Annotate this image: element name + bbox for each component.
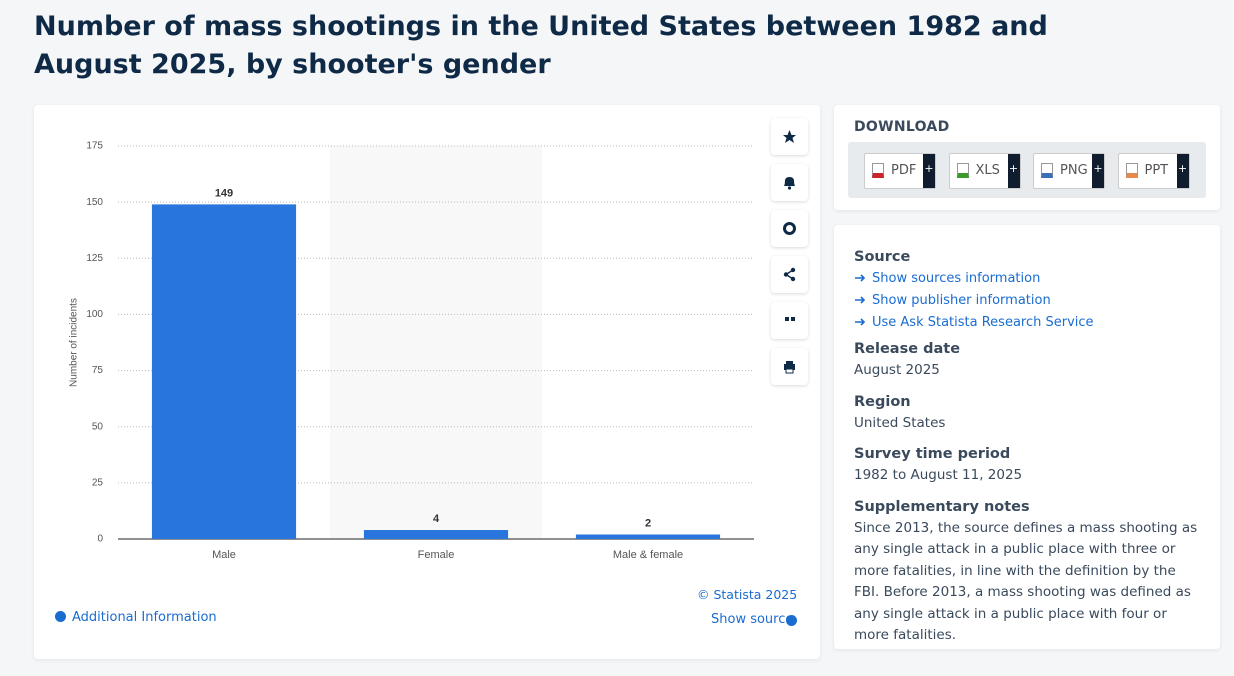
value-label: 2 xyxy=(645,517,651,529)
source-link[interactable]: Use Ask Statista Research Service xyxy=(872,314,1094,330)
source-link[interactable]: Show sources information xyxy=(872,270,1041,286)
copyright[interactable]: © Statista 2025 xyxy=(697,587,798,602)
y-tick-label: 100 xyxy=(86,309,103,320)
chart-card: 0 25 50 75 100 125 150 175 Number of incidents Ma… xyxy=(34,105,820,659)
release-date: August 2025 xyxy=(854,362,940,378)
settings-button[interactable] xyxy=(771,210,808,247)
chart: 0 25 50 75 100 125 150 175 Number of incidents Ma… xyxy=(69,141,754,561)
info-icon xyxy=(55,611,66,622)
y-tick-label: 75 xyxy=(92,365,104,376)
favorite-button[interactable] xyxy=(771,118,808,155)
download-button[interactable]: PDF + xyxy=(864,153,936,189)
y-tick-label: 50 xyxy=(92,421,104,432)
source-heading: Source xyxy=(854,249,911,265)
button-label: XLS xyxy=(975,163,1000,178)
button-more: + xyxy=(1176,154,1189,188)
download-heading: DOWNLOAD xyxy=(854,119,950,135)
survey-heading: Survey time period xyxy=(854,446,1011,462)
x-tick-label: Male & female xyxy=(613,549,683,561)
page-title: Number of mass shootings in the United S… xyxy=(34,11,1048,80)
info-icon xyxy=(786,615,797,626)
source-link[interactable]: Show publisher information xyxy=(872,292,1051,308)
arrow-icon xyxy=(855,318,866,326)
download-card: DOWNLOAD PDF + XLS + PNG + PPT + xyxy=(834,105,1220,210)
bar xyxy=(363,530,509,539)
release-heading: Release date xyxy=(854,341,961,357)
survey-period: 1982 to August 11, 2025 xyxy=(854,467,1023,483)
link-row: Show publisher information xyxy=(854,291,1200,309)
file-icon xyxy=(872,163,884,178)
button-more: + xyxy=(923,154,935,188)
show-source[interactable]: Show source xyxy=(711,612,794,627)
bar xyxy=(575,534,721,539)
details-card: Source Show sources information Show publ… xyxy=(834,225,1220,649)
y-tick-label: 125 xyxy=(86,253,103,264)
print-button[interactable] xyxy=(771,348,808,385)
additional-info[interactable]: Additional Information xyxy=(72,610,217,625)
y-tick-label: 175 xyxy=(86,141,103,152)
button-label: PPT xyxy=(1144,163,1169,178)
download-button[interactable]: PPT + xyxy=(1117,153,1190,189)
download-bar: PDF + XLS + PNG + PPT + xyxy=(848,142,1206,198)
region-heading: Region xyxy=(854,393,911,410)
bar xyxy=(151,204,297,539)
link-row: Use Ask Statista Research Service xyxy=(854,313,1200,331)
y-tick-label: 25 xyxy=(92,477,104,488)
file-icon xyxy=(956,163,969,178)
source-links: Show sources information Show publisher i… xyxy=(854,269,1200,331)
x-tick-label: Female xyxy=(418,549,455,561)
notes: Since 2013, the source defines a mass sh… xyxy=(854,519,1198,644)
y-axis-label: Number of incidents xyxy=(69,298,80,387)
cite-button[interactable] xyxy=(771,302,808,339)
y-tick-label: 150 xyxy=(86,197,103,208)
button-label: PNG xyxy=(1060,163,1088,178)
arrow-icon xyxy=(855,274,866,282)
link-row: Show sources information xyxy=(854,269,1200,287)
region: United States xyxy=(854,414,946,431)
x-tick-label: Male xyxy=(212,549,236,561)
download-button[interactable]: PNG + xyxy=(1033,153,1105,189)
button-more: + xyxy=(1007,154,1020,188)
notes-heading: Supplementary notes xyxy=(854,498,1030,515)
share-button[interactable] xyxy=(771,256,808,293)
file-icon xyxy=(1041,163,1053,178)
value-label: 4 xyxy=(433,513,440,525)
notification-button[interactable] xyxy=(771,164,808,201)
value-label: 149 xyxy=(215,187,233,199)
y-tick-label: 0 xyxy=(97,534,103,545)
file-icon xyxy=(1125,163,1138,178)
button-label: PDF xyxy=(891,163,917,178)
hover-band xyxy=(330,146,542,539)
download-button[interactable]: XLS + xyxy=(948,153,1021,189)
button-more: + xyxy=(1092,154,1104,188)
arrow-icon xyxy=(855,296,866,304)
